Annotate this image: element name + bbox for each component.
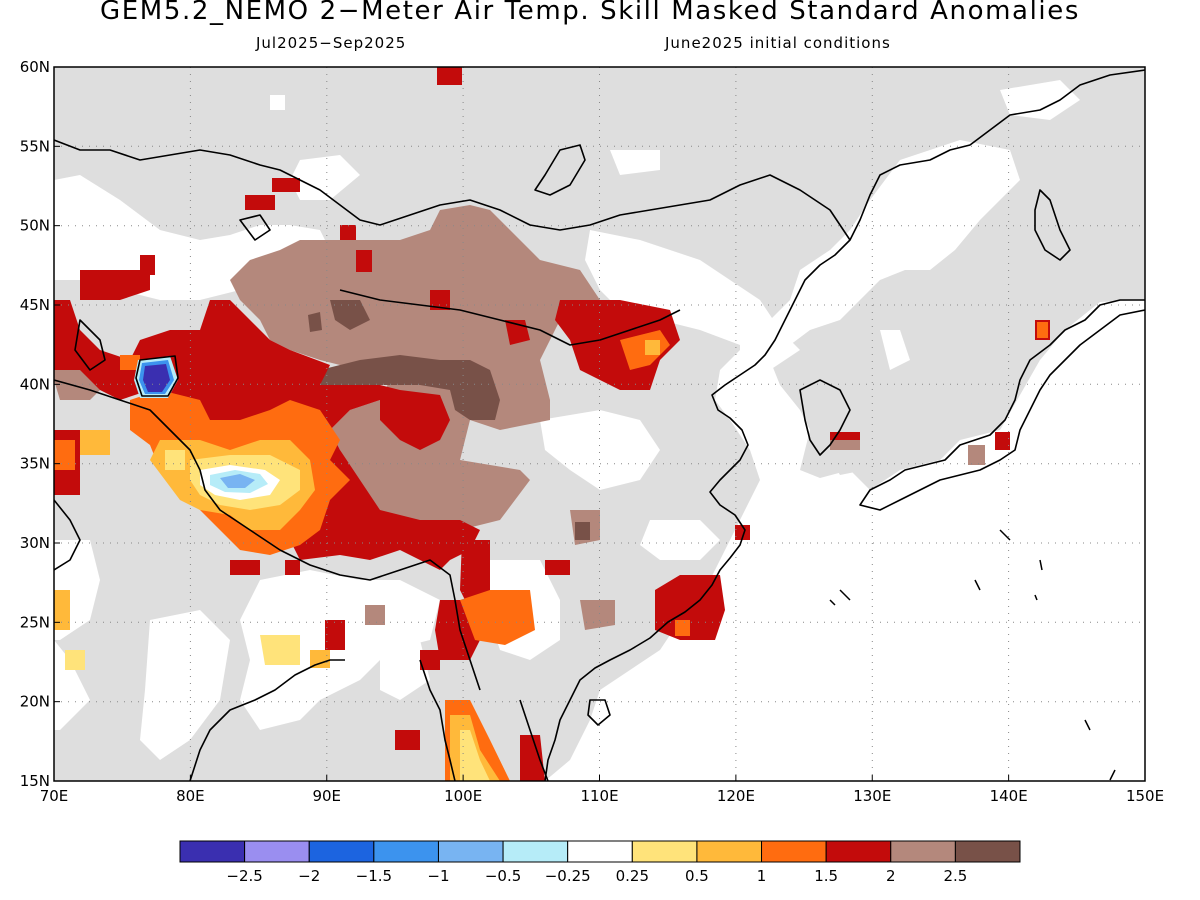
longitude-label: 120E <box>717 787 755 805</box>
colorbar-tick-label: −0.25 <box>545 867 591 885</box>
colorbar-swatch <box>631 840 698 863</box>
longitude-label: 100E <box>444 787 482 805</box>
colorbar-tick-label: −2 <box>298 867 320 885</box>
colorbar-swatch <box>502 840 569 863</box>
colorbar-tick-label: 1.5 <box>814 867 838 885</box>
colorbar-tick-label: 0.25 <box>616 867 649 885</box>
islands <box>829 529 1116 781</box>
colorbar-tick-label: 1 <box>757 867 767 885</box>
longitude-labels: 70E 80E 90E 100E 110E 120E 130E 140E 150E <box>40 775 1164 805</box>
latitude-label: 50N <box>20 217 50 235</box>
latitude-label: 45N <box>20 296 50 314</box>
colorbar-tick-label: 0.5 <box>685 867 709 885</box>
colorbar-swatch <box>567 840 633 863</box>
latitude-label: 30N <box>20 534 50 552</box>
latitude-labels: 60N 55N 50N 45N 40N 35N 30N 25N 20N 15N <box>20 58 60 790</box>
longitude-label: 130E <box>853 787 891 805</box>
initial-conditions: June2025 initial conditions <box>665 34 891 52</box>
forecast-period: Jul2025−Sep2025 <box>256 34 407 52</box>
latitude-label: 15N <box>20 772 50 790</box>
map-canvas <box>54 67 1145 781</box>
colorbar-swatch <box>179 840 246 863</box>
colorbar-swatch <box>696 840 763 863</box>
latitude-label: 40N <box>20 375 50 393</box>
anomaly-above-2.5 <box>308 300 590 540</box>
colorbar-tick-label: −2.5 <box>226 867 262 885</box>
longitude-label: 90E <box>312 787 341 805</box>
anomaly-cold-spot <box>134 356 178 398</box>
longitude-label: 80E <box>176 787 205 805</box>
latitude-label: 55N <box>20 137 50 155</box>
colorbar-swatch <box>244 840 310 863</box>
colorbar-swatch <box>890 840 956 863</box>
anomaly-negative-small <box>210 470 268 493</box>
colorbar-swatch <box>437 840 504 863</box>
colorbar <box>179 840 1021 863</box>
colorbar-tick-label: −0.5 <box>485 867 521 885</box>
colorbar-tick-label: −1 <box>427 867 449 885</box>
latitude-label: 20N <box>20 693 50 711</box>
longitude-label: 70E <box>40 787 69 805</box>
latitude-label: 60N <box>20 58 50 76</box>
longitude-label: 150E <box>1126 787 1164 805</box>
colorbar-swatch <box>373 840 439 863</box>
latitude-label: 35N <box>20 455 50 473</box>
longitude-label: 110E <box>580 787 618 805</box>
longitude-label: 140E <box>990 787 1028 805</box>
colorbar-tick-labels: −2.5 −2 −1.5 −1 −0.5 −0.25 0.25 0.5 1 1.5 2 2.5 <box>226 867 967 885</box>
colorbar-swatch <box>308 840 375 863</box>
colorbar-swatch <box>825 840 892 863</box>
coastlines-borders <box>54 69 1145 781</box>
colorbar-tick-label: 2 <box>886 867 896 885</box>
colorbar-tick-label: 2.5 <box>943 867 967 885</box>
colorbar-swatch <box>761 840 827 863</box>
colorbar-swatch <box>954 840 1021 863</box>
colorbar-tick-label: −1.5 <box>356 867 392 885</box>
latitude-label: 25N <box>20 613 50 631</box>
map-title: GEM5.2_NEMO 2−Meter Air Temp. Skill Mask… <box>100 0 1080 26</box>
